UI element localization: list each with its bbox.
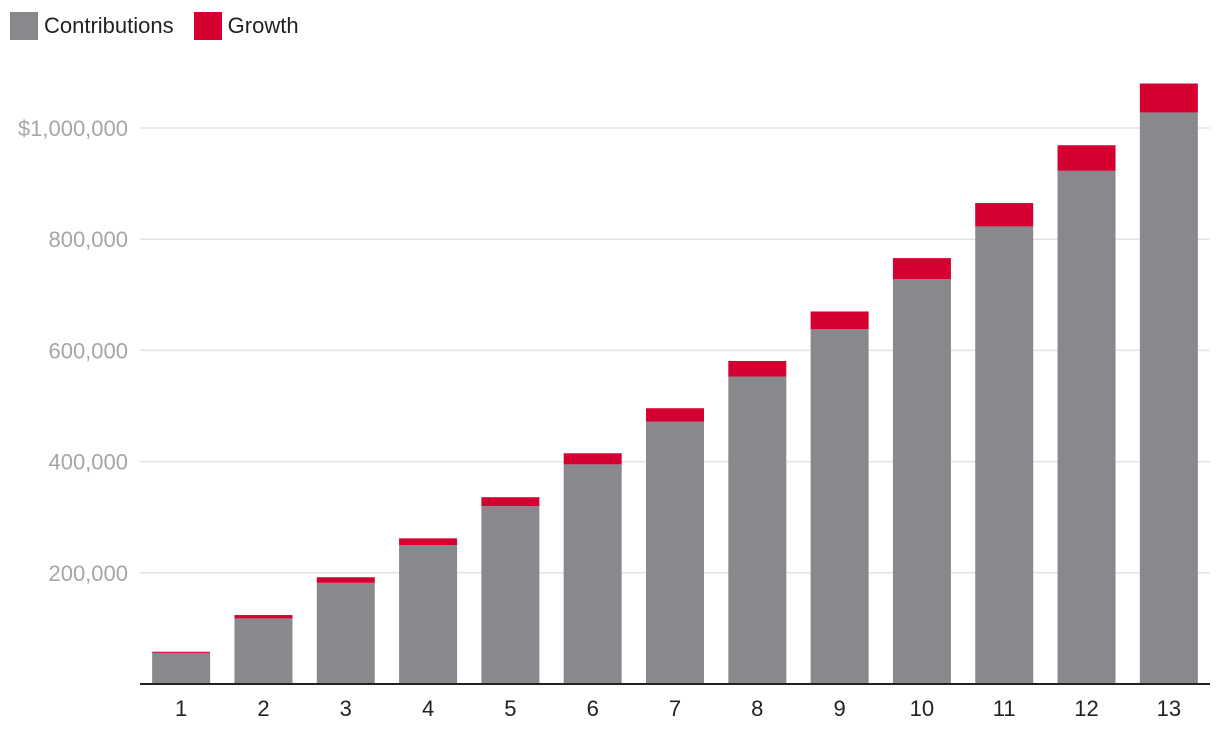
- bars: [152, 83, 1198, 685]
- bar-contributions-13: [1139, 112, 1198, 684]
- x-tick-label: 4: [422, 696, 434, 721]
- bar-growth-12: [1057, 145, 1116, 171]
- bar-contributions-8: [728, 376, 787, 684]
- y-tick-label: 200,000: [48, 561, 128, 586]
- bar-contributions-9: [810, 329, 869, 684]
- bar-contributions-4: [399, 545, 458, 684]
- x-tick-label: 9: [833, 696, 845, 721]
- bar-growth-8: [728, 360, 787, 377]
- legend: Contributions Growth: [10, 12, 319, 40]
- bar-growth-7: [646, 408, 704, 422]
- y-tick-label: 400,000: [48, 450, 128, 475]
- x-tick-label: 13: [1157, 696, 1181, 721]
- bar-contributions-1: [152, 652, 211, 684]
- legend-swatch-growth: [193, 12, 222, 40]
- y-tick-label: $1,000,000: [18, 116, 128, 141]
- bar-contributions-12: [1057, 170, 1116, 684]
- x-tick-label: 5: [504, 696, 516, 721]
- y-axis: 200,000 400,000 600,000 800,000 $1,000,000: [18, 116, 128, 586]
- x-tick-label: 6: [587, 696, 599, 721]
- y-tick-label: 800,000: [48, 227, 128, 252]
- legend-item-contributions: Contributions: [10, 12, 174, 40]
- x-tick-label: 7: [669, 696, 681, 721]
- bar-contributions-7: [646, 421, 704, 684]
- x-tick-label: 12: [1074, 696, 1098, 721]
- bar-growth-13: [1139, 83, 1198, 113]
- legend-label-growth: Growth: [227, 13, 299, 38]
- legend-swatch-contributions: [10, 12, 38, 40]
- x-tick-label: 1: [175, 696, 187, 721]
- bar-contributions-2: [234, 618, 293, 684]
- bar-growth-11: [975, 203, 1034, 227]
- bar-contributions-6: [563, 464, 622, 684]
- x-tick-label: 3: [340, 696, 352, 721]
- x-tick-label: 11: [993, 696, 1016, 721]
- bar-growth-5: [481, 497, 540, 507]
- y-tick-label: 600,000: [48, 338, 128, 363]
- bar-growth-9: [810, 311, 869, 330]
- legend-label-contributions: Contributions: [44, 13, 174, 38]
- legend-item-growth: Growth: [193, 12, 299, 40]
- bar-growth-4: [399, 538, 458, 545]
- bar-contributions-10: [892, 279, 951, 684]
- x-tick-label: 10: [910, 696, 934, 721]
- x-axis: 1 2 3 4 5 6 7 8 9 10 11 12 13: [140, 683, 1210, 721]
- x-tick-label: 2: [257, 696, 269, 721]
- bar-growth-1: [152, 651, 211, 653]
- bar-growth-3: [316, 577, 375, 583]
- bar-growth-2: [234, 615, 293, 619]
- x-tick-label: 8: [751, 696, 763, 721]
- bar-growth-6: [563, 453, 622, 465]
- bar-contributions-3: [316, 582, 375, 684]
- bar-contributions-5: [481, 506, 540, 684]
- bar-growth-10: [892, 258, 951, 280]
- bar-contributions-11: [975, 226, 1034, 685]
